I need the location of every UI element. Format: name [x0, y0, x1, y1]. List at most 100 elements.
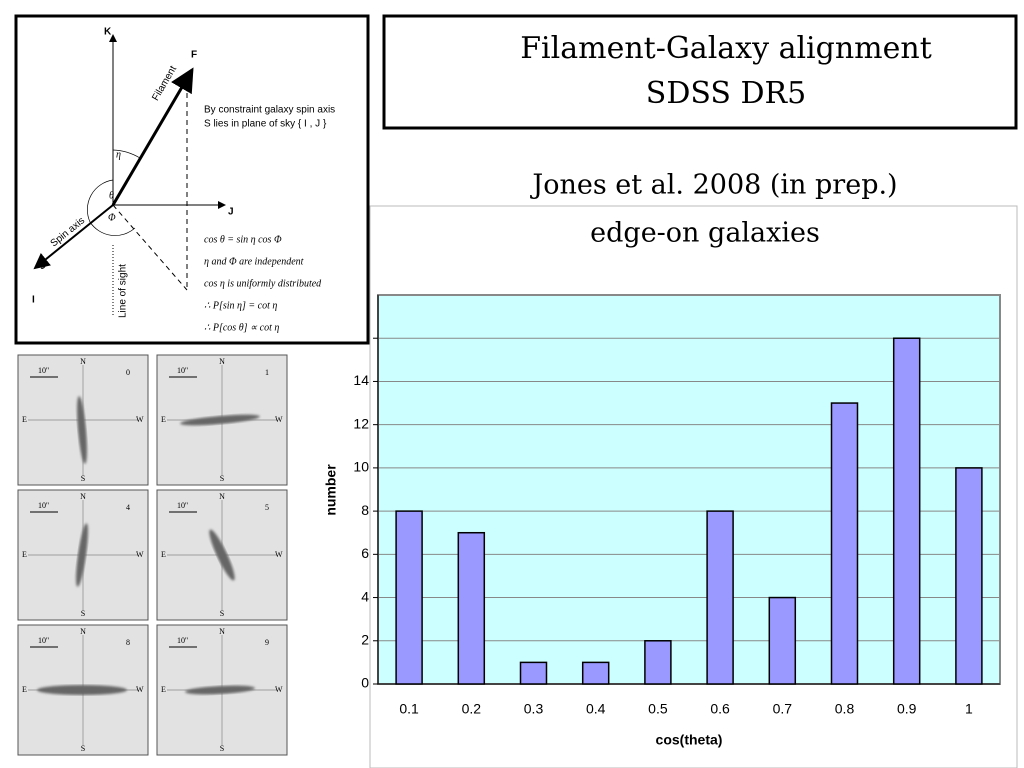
- scale-label: 10'': [177, 366, 188, 375]
- galaxy: [76, 523, 88, 587]
- galaxy: [37, 685, 127, 695]
- equation: ∴ P[sin η] = cot η: [204, 300, 277, 311]
- x-axis-label: cos(theta): [656, 732, 723, 748]
- equation: ∴ P[cos θ] ∝ cot η: [204, 322, 279, 333]
- title: SDSS DR5: [646, 76, 806, 111]
- y-tick-label: 12: [353, 415, 369, 431]
- galaxy: [209, 529, 235, 581]
- equation: cos η is uniformly distributed: [204, 278, 322, 289]
- equation: cos θ = sin η cos Φ: [204, 234, 282, 245]
- galaxy: [180, 414, 260, 426]
- compass-e: E: [161, 415, 166, 424]
- compass-e: E: [22, 685, 27, 694]
- x-tick-label: 0.5: [648, 701, 668, 717]
- diagram-note: By constraint galaxy spin axis: [204, 105, 335, 116]
- compass-e: E: [22, 415, 27, 424]
- scale-label: 10'': [38, 366, 49, 375]
- panel-number: 4: [126, 503, 130, 512]
- bar: [892, 337, 921, 685]
- panel-number: 8: [126, 638, 130, 647]
- y-tick-label: 4: [361, 588, 369, 604]
- bar: [457, 531, 486, 685]
- subtitle: Jones et al. 2008 (in prep.): [529, 170, 897, 201]
- compass-w: W: [275, 415, 283, 424]
- compass-n: N: [80, 627, 86, 636]
- galaxy: [77, 396, 87, 464]
- compass-e: E: [161, 685, 166, 694]
- galaxy-panel: 10'' 9 N S E W: [156, 624, 288, 756]
- compass-s: S: [220, 744, 224, 753]
- compass-n: N: [219, 492, 225, 501]
- y-tick-label: 14: [353, 372, 369, 388]
- y-axis-label: number: [323, 464, 339, 516]
- x-tick-label: 0.9: [897, 701, 917, 717]
- scale-label: 10'': [177, 501, 188, 510]
- subtitle: edge-on galaxies: [590, 218, 820, 249]
- galaxy-panel: 10'' 5 N S E W: [156, 489, 288, 621]
- panel-number: 1: [265, 368, 269, 377]
- panel-number: 5: [265, 503, 269, 512]
- scale-label: 10'': [38, 636, 49, 645]
- scale-label: 10'': [38, 501, 49, 510]
- compass-s: S: [220, 609, 224, 618]
- scale-label: 10'': [177, 636, 188, 645]
- bar: [768, 596, 797, 685]
- compass-w: W: [136, 415, 144, 424]
- bar: [706, 510, 734, 685]
- diagram-label: J: [228, 207, 234, 218]
- y-tick-label: 6: [361, 545, 369, 561]
- galaxy-panel: 10'' 1 N S E W: [156, 354, 288, 486]
- diagram: K F J I Filament Spin axis S Line of sig…: [14, 14, 370, 345]
- diagram-label: θ: [109, 190, 114, 201]
- bar: [955, 467, 983, 685]
- bar: [644, 640, 672, 685]
- diagram-label: I: [32, 295, 35, 306]
- x-tick-label: 0.3: [524, 701, 544, 717]
- bar: [519, 661, 548, 685]
- x-tick-label: 0.4: [586, 701, 606, 717]
- compass-s: S: [81, 744, 85, 753]
- diagram-label: η: [116, 149, 121, 160]
- diagram-label: K: [104, 27, 112, 38]
- panel-number: 0: [126, 368, 130, 377]
- title-box: [382, 14, 1018, 130]
- chart: 02468101214160.10.20.30.40.50.60.70.80.9…: [323, 294, 1001, 748]
- x-tick-label: 0.6: [710, 701, 730, 717]
- y-tick-label: 2: [361, 631, 369, 647]
- compass-s: S: [81, 609, 85, 618]
- compass-w: W: [136, 550, 144, 559]
- galaxy: [185, 685, 255, 695]
- diagram-label: Φ: [108, 212, 116, 223]
- galaxy-panel: 10'' 0 N S E W: [17, 354, 149, 486]
- galaxy-panel: 10'' 4 N S E W: [17, 489, 149, 621]
- bar: [395, 510, 423, 685]
- bar: [830, 402, 859, 685]
- y-tick-label: 10: [353, 459, 369, 475]
- panel-number: 9: [265, 638, 269, 647]
- compass-n: N: [219, 357, 225, 366]
- title: Filament-Galaxy alignment: [520, 31, 932, 66]
- diagram-label: F: [191, 50, 197, 61]
- compass-w: W: [275, 685, 283, 694]
- x-tick-label: 0.1: [399, 701, 419, 717]
- diagram-note: S lies in plane of sky { I , J }: [204, 119, 327, 130]
- x-tick-label: 1: [965, 701, 973, 717]
- compass-n: N: [80, 357, 86, 366]
- compass-s: S: [220, 474, 224, 483]
- x-tick-label: 0.7: [773, 701, 793, 717]
- compass-s: S: [81, 474, 85, 483]
- compass-n: N: [80, 492, 86, 501]
- galaxy-panel: 10'' 8 N S E W: [17, 624, 149, 756]
- y-tick-label: 8: [361, 502, 369, 518]
- x-tick-label: 0.2: [462, 701, 482, 717]
- compass-e: E: [22, 550, 27, 559]
- compass-e: E: [161, 550, 166, 559]
- y-tick-label: 0: [361, 675, 369, 691]
- compass-w: W: [275, 550, 283, 559]
- equation: η and Φ are independent: [204, 256, 304, 267]
- compass-w: W: [136, 685, 144, 694]
- diagram-label: Line of sight: [118, 264, 129, 318]
- bar: [581, 661, 610, 685]
